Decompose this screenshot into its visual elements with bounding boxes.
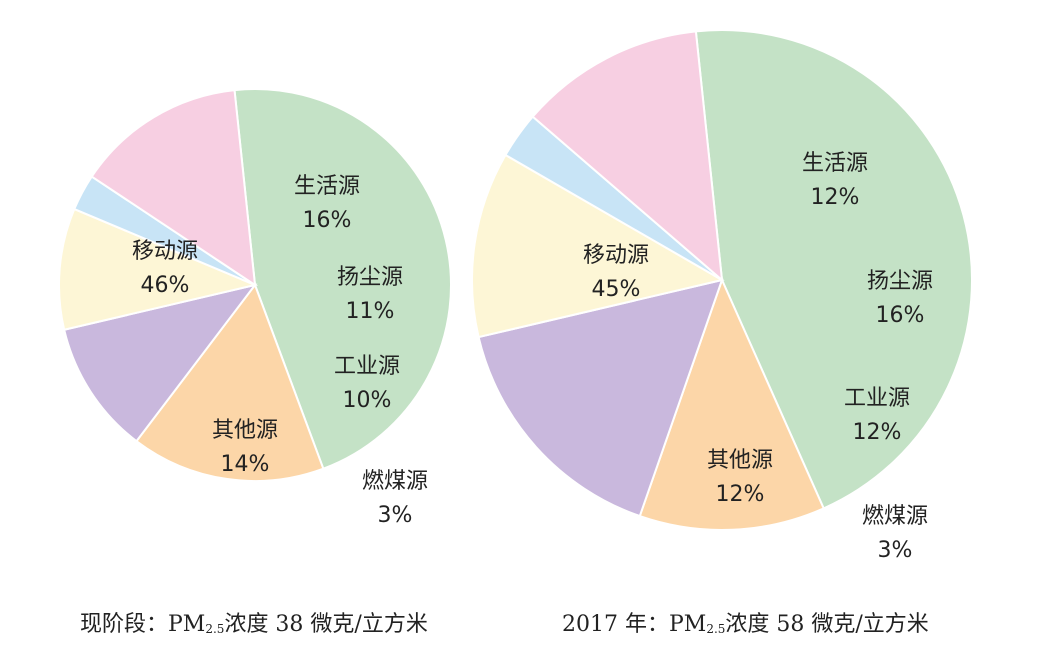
- right-slice-value-other: 12%: [716, 482, 765, 507]
- left-slice-household: [135, 282, 325, 482]
- right-slice-household: [638, 277, 826, 531]
- right-slice-value-coal: 3%: [878, 538, 913, 563]
- right-slice-other: [531, 30, 724, 283]
- right-slice-label-coal: 燃煤源: [862, 504, 928, 529]
- left-slice-label-coal: 燃煤源: [362, 469, 428, 494]
- left-slice-label-household: 生活源: [294, 174, 360, 199]
- right-slice-label-industry: 工业源: [844, 386, 910, 411]
- left-pie-caption: 现阶段：PM2.5浓度 38 微克/立方米: [80, 606, 428, 646]
- right-slice-label-other: 其他源: [707, 448, 773, 473]
- left-slice-industry: [58, 207, 259, 331]
- left-slice-other: [90, 88, 257, 288]
- right-caption-prefix: 2017 年：PM: [562, 612, 707, 637]
- left-caption-sub: 2.5: [205, 622, 225, 636]
- right-slice-dust: [477, 278, 724, 518]
- right-slice-label-mobile: 移动源: [583, 243, 649, 268]
- right-slice-mobile: [694, 29, 973, 510]
- left-slice-label-dust: 扬尘源: [337, 265, 403, 290]
- right-caption-sub: 2.5: [706, 622, 726, 636]
- left-slice-value-household: 16%: [303, 208, 352, 233]
- right-slice-value-industry: 12%: [853, 420, 902, 445]
- right-slice-label-household: 生活源: [802, 151, 868, 176]
- left-slice-dust: [62, 283, 258, 443]
- left-caption-prefix: 现阶段：PM: [80, 612, 206, 637]
- right-slice-value-household: 12%: [811, 185, 860, 210]
- right-slice-label-dust: 扬尘源: [867, 269, 933, 294]
- left-pie-labels: 移动源 46% 生活源 16% 扬尘源 11% 工业源 10% 燃煤源 3% 其他源 14%: [132, 174, 428, 528]
- left-slice-value-mobile: 46%: [141, 273, 190, 298]
- left-slice-label-industry: 工业源: [334, 354, 400, 379]
- right-slice-value-dust: 16%: [876, 303, 925, 328]
- right-pie-slices: [471, 29, 973, 531]
- right-slice-industry: [471, 153, 725, 339]
- right-pie-labels: 移动源 45% 生活源 12% 扬尘源 16% 工业源 12% 燃煤源 3% 其他源 12%: [583, 151, 933, 563]
- left-slice-label-other: 其他源: [212, 418, 278, 443]
- left-slice-value-other: 14%: [221, 452, 270, 477]
- left-slice-value-coal: 3%: [378, 503, 413, 528]
- right-slice-value-mobile: 45%: [592, 277, 641, 302]
- left-slice-label-mobile: 移动源: [132, 239, 198, 264]
- left-pie-slices: [58, 88, 452, 482]
- left-slice-value-dust: 11%: [346, 299, 395, 324]
- right-pie-caption: 2017 年：PM2.5浓度 58 微克/立方米: [562, 606, 929, 646]
- right-caption-suffix: 浓度 58 微克/立方米: [725, 612, 929, 637]
- left-slice-value-industry: 10%: [343, 388, 392, 413]
- left-caption-suffix: 浓度 38 微克/立方米: [224, 612, 428, 637]
